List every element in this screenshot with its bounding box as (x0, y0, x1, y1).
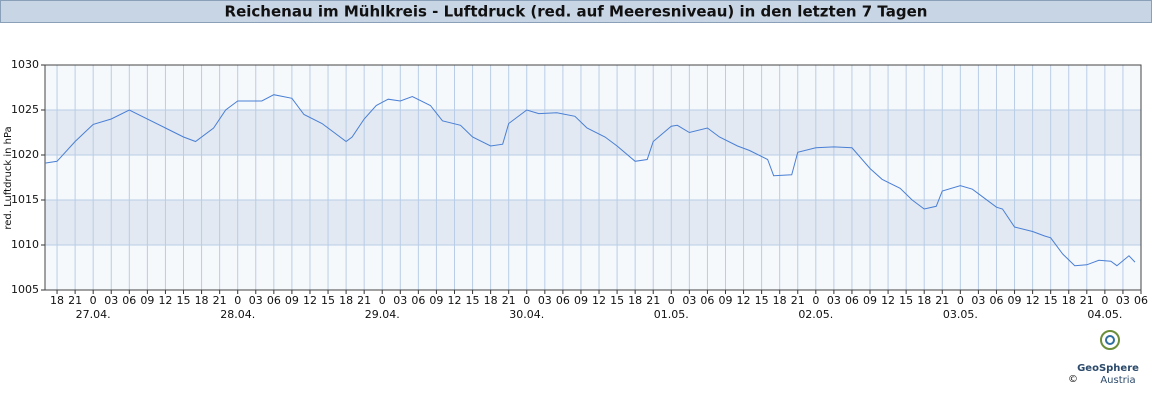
x-tick-label: 0 (812, 294, 819, 307)
y-tick-label: 1010 (11, 238, 39, 251)
date-label: 28.04. (220, 308, 255, 321)
x-tick-label: 18 (1062, 294, 1076, 307)
y-tick-label: 1015 (11, 193, 39, 206)
x-tick-label: 15 (177, 294, 191, 307)
x-tick-label: 18 (339, 294, 353, 307)
x-tick-label: 18 (484, 294, 498, 307)
x-tick-label: 12 (592, 294, 606, 307)
x-tick-label: 03 (538, 294, 552, 307)
date-label: 30.04. (509, 308, 544, 321)
date-label: 03.05. (943, 308, 978, 321)
x-tick-label: 15 (610, 294, 624, 307)
y-tick-label: 1025 (11, 103, 39, 116)
x-tick-label: 09 (429, 294, 443, 307)
plot-frame (44, 64, 1142, 291)
x-tick-label: 12 (737, 294, 751, 307)
date-label: 04.05. (1087, 308, 1122, 321)
chart-title: Reichenau im Mühlkreis - Luftdruck (red.… (225, 3, 928, 21)
grid-band (45, 110, 1141, 155)
x-tick-label: 0 (668, 294, 675, 307)
x-tick-label: 21 (502, 294, 516, 307)
x-tick-label: 18 (773, 294, 787, 307)
x-tick-label: 21 (68, 294, 82, 307)
x-tick-label: 12 (303, 294, 317, 307)
x-tick-label: 0 (523, 294, 530, 307)
x-tick-label: 0 (379, 294, 386, 307)
x-tick-label: 12 (1026, 294, 1040, 307)
x-tick-label: 15 (321, 294, 335, 307)
x-tick-label: 03 (682, 294, 696, 307)
x-tick-label: 21 (213, 294, 227, 307)
x-tick-label: 18 (195, 294, 209, 307)
x-tick-label: 06 (411, 294, 425, 307)
x-tick-label: 03 (104, 294, 118, 307)
x-tick-label: 03 (1116, 294, 1130, 307)
x-tick-label: 12 (447, 294, 461, 307)
x-tick-label: 06 (1134, 294, 1148, 307)
x-tick-label: 06 (700, 294, 714, 307)
y-tick-label: 1030 (11, 58, 39, 71)
x-tick-label: 21 (357, 294, 371, 307)
x-tick-label: 09 (718, 294, 732, 307)
x-tick-label: 03 (249, 294, 263, 307)
x-tick-label: 09 (1008, 294, 1022, 307)
date-label: 27.04. (76, 308, 111, 321)
logo-sub: Austria (1100, 375, 1135, 386)
x-tick-label: 03 (971, 294, 985, 307)
x-tick-label: 15 (899, 294, 913, 307)
x-tick-label: 21 (1080, 294, 1094, 307)
logo-icon (1100, 330, 1120, 350)
x-tick-label: 18 (628, 294, 642, 307)
x-tick-label: 12 (158, 294, 172, 307)
x-tick-label: 06 (122, 294, 136, 307)
x-tick-label: 09 (863, 294, 877, 307)
x-tick-label: 0 (90, 294, 97, 307)
x-tick-label: 18 (50, 294, 64, 307)
x-tick-label: 15 (755, 294, 769, 307)
x-tick-label: 21 (935, 294, 949, 307)
grid-band (45, 200, 1141, 245)
plot-background (45, 65, 1141, 290)
x-tick-label: 15 (1044, 294, 1058, 307)
y-axis-label: red. Luftdruck in hPa (3, 126, 14, 229)
x-tick-label: 03 (827, 294, 841, 307)
x-tick-label: 06 (845, 294, 859, 307)
x-tick-label: 09 (140, 294, 154, 307)
logo: GeoSphere Austria © (1068, 330, 1139, 386)
x-tick-label: 03 (393, 294, 407, 307)
logo-name: GeoSphere (1077, 363, 1139, 374)
data-line (44, 94, 1136, 267)
x-tick-label: 21 (646, 294, 660, 307)
copyright: © (1068, 374, 1078, 385)
y-tick-label: 1020 (11, 148, 39, 161)
x-tick-label: 0 (234, 294, 241, 307)
x-tick-label: 12 (881, 294, 895, 307)
date-label: 29.04. (365, 308, 400, 321)
x-tick-label: 0 (1101, 294, 1108, 307)
date-label: 02.05. (798, 308, 833, 321)
y-tick-label: 1005 (11, 283, 39, 296)
x-tick-label: 06 (989, 294, 1003, 307)
date-label: 01.05. (654, 308, 689, 321)
x-tick-label: 18 (917, 294, 931, 307)
x-tick-label: 0 (957, 294, 964, 307)
x-tick-label: 06 (556, 294, 570, 307)
x-tick-label: 15 (466, 294, 480, 307)
x-tick-label: 06 (267, 294, 281, 307)
logo-icon (1105, 335, 1115, 345)
x-tick-label: 21 (791, 294, 805, 307)
x-tick-label: 09 (285, 294, 299, 307)
x-tick-label: 09 (574, 294, 588, 307)
